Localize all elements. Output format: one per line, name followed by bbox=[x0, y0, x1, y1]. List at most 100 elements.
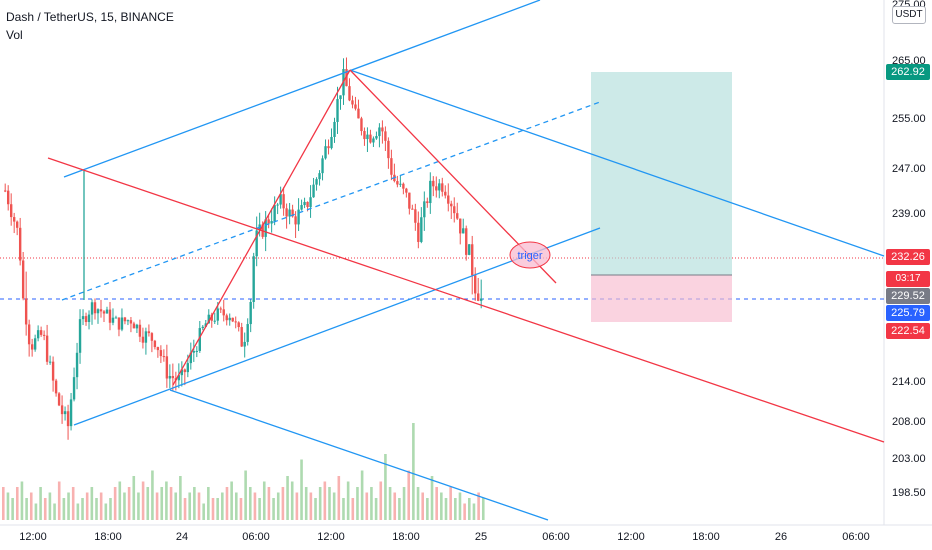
candle-body bbox=[300, 205, 303, 210]
candle-body bbox=[336, 99, 339, 122]
candle-body bbox=[162, 356, 166, 358]
candle-body bbox=[4, 190, 7, 192]
volume-bar bbox=[454, 498, 457, 520]
volume-bar bbox=[221, 492, 224, 520]
profit-zone bbox=[591, 72, 732, 275]
candle-body bbox=[153, 340, 157, 348]
x-tick-label: 06:00 bbox=[542, 531, 570, 543]
candle-body bbox=[69, 399, 73, 427]
volume-bar bbox=[67, 492, 70, 520]
volume-bar bbox=[225, 487, 229, 520]
candle-body bbox=[39, 330, 43, 335]
candle-body bbox=[345, 69, 348, 87]
candle-body bbox=[369, 134, 372, 143]
volume-bar bbox=[211, 498, 215, 520]
candle-body bbox=[243, 341, 246, 347]
volume-bar bbox=[57, 481, 61, 520]
volume-bar bbox=[2, 487, 5, 520]
candle-body bbox=[456, 213, 459, 219]
volume-bar bbox=[137, 492, 140, 520]
volume-bar bbox=[402, 487, 406, 520]
volume-bar bbox=[323, 481, 327, 520]
volume-bar bbox=[132, 476, 136, 520]
candle-body bbox=[183, 369, 187, 373]
volume-bar bbox=[76, 503, 80, 520]
volume-bar bbox=[6, 492, 10, 520]
drawings: triger bbox=[47, 0, 885, 521]
candle-body bbox=[198, 328, 201, 351]
candle-body bbox=[108, 309, 112, 323]
symbol-title: Dash / TetherUS, 15, BINANCE bbox=[6, 10, 174, 24]
candle-body bbox=[54, 380, 58, 394]
candles bbox=[4, 57, 483, 440]
x-tick-label: 25 bbox=[475, 531, 487, 543]
volume-bar bbox=[384, 454, 387, 520]
candle-body bbox=[105, 309, 109, 314]
candle-body bbox=[459, 218, 462, 234]
y-tick-label: 247.00 bbox=[892, 163, 926, 175]
candle-body bbox=[417, 222, 420, 242]
candle-body bbox=[93, 302, 97, 314]
volume-bar bbox=[468, 498, 471, 520]
volume-bar bbox=[244, 470, 247, 520]
x-tick-label: 24 bbox=[176, 531, 188, 543]
volume-bar bbox=[304, 487, 308, 520]
volume-bar bbox=[365, 492, 369, 520]
candle-body bbox=[294, 216, 297, 225]
candle-body bbox=[45, 335, 49, 362]
volume-bar bbox=[290, 481, 294, 520]
chart-legend: Dash / TetherUS, 15, BINANCE Vol bbox=[6, 8, 174, 44]
volume-bar bbox=[295, 492, 299, 520]
candle-body bbox=[156, 347, 160, 351]
candle-body bbox=[447, 195, 450, 204]
candle-body bbox=[324, 146, 327, 159]
candle-body bbox=[462, 228, 465, 234]
volume-bar bbox=[430, 476, 434, 520]
candle-body bbox=[177, 375, 181, 381]
candle-body bbox=[285, 208, 288, 217]
volume-bar bbox=[239, 498, 243, 520]
peak-descending-line bbox=[349, 69, 885, 257]
candle-body bbox=[357, 108, 360, 119]
volume-bar bbox=[272, 498, 275, 520]
candle-body bbox=[387, 140, 390, 159]
volume-bar bbox=[188, 492, 191, 520]
volume-bar bbox=[34, 503, 38, 520]
x-tick-label: 18:00 bbox=[692, 531, 720, 543]
candle-body bbox=[63, 411, 67, 415]
volume-bar bbox=[356, 487, 359, 520]
axes: 275.00265.00255.00247.00239.00214.00208.… bbox=[19, 0, 925, 543]
candle-body bbox=[192, 351, 196, 353]
volume-bar bbox=[435, 487, 438, 520]
currency-button[interactable]: USDT bbox=[892, 6, 926, 24]
x-tick-label: 18:00 bbox=[392, 531, 420, 543]
candle-body bbox=[333, 121, 336, 137]
volume-bar bbox=[481, 498, 485, 520]
candle-body bbox=[264, 219, 267, 237]
candle-body bbox=[231, 317, 234, 322]
volume-bar bbox=[379, 481, 383, 520]
candle-body bbox=[468, 244, 471, 255]
y-tick-label: 255.00 bbox=[892, 113, 926, 125]
volume-bar bbox=[332, 492, 336, 520]
volume-bar bbox=[337, 476, 341, 520]
candle-body bbox=[252, 256, 255, 302]
candle-body bbox=[402, 183, 405, 189]
candle-body bbox=[420, 217, 423, 242]
candle-body bbox=[30, 344, 34, 350]
candle-body bbox=[36, 330, 40, 339]
volume-bar bbox=[258, 498, 261, 520]
candle-body bbox=[165, 356, 169, 379]
candle-body bbox=[81, 316, 85, 320]
volume-bar bbox=[351, 498, 355, 520]
red-rising-line bbox=[172, 69, 351, 386]
candle-body bbox=[318, 173, 321, 180]
candle-body bbox=[480, 298, 483, 301]
volume-bar bbox=[449, 487, 452, 520]
candle-body bbox=[66, 411, 70, 427]
candle-body bbox=[102, 311, 106, 314]
candle-body bbox=[27, 324, 31, 345]
candle-body bbox=[78, 319, 82, 353]
